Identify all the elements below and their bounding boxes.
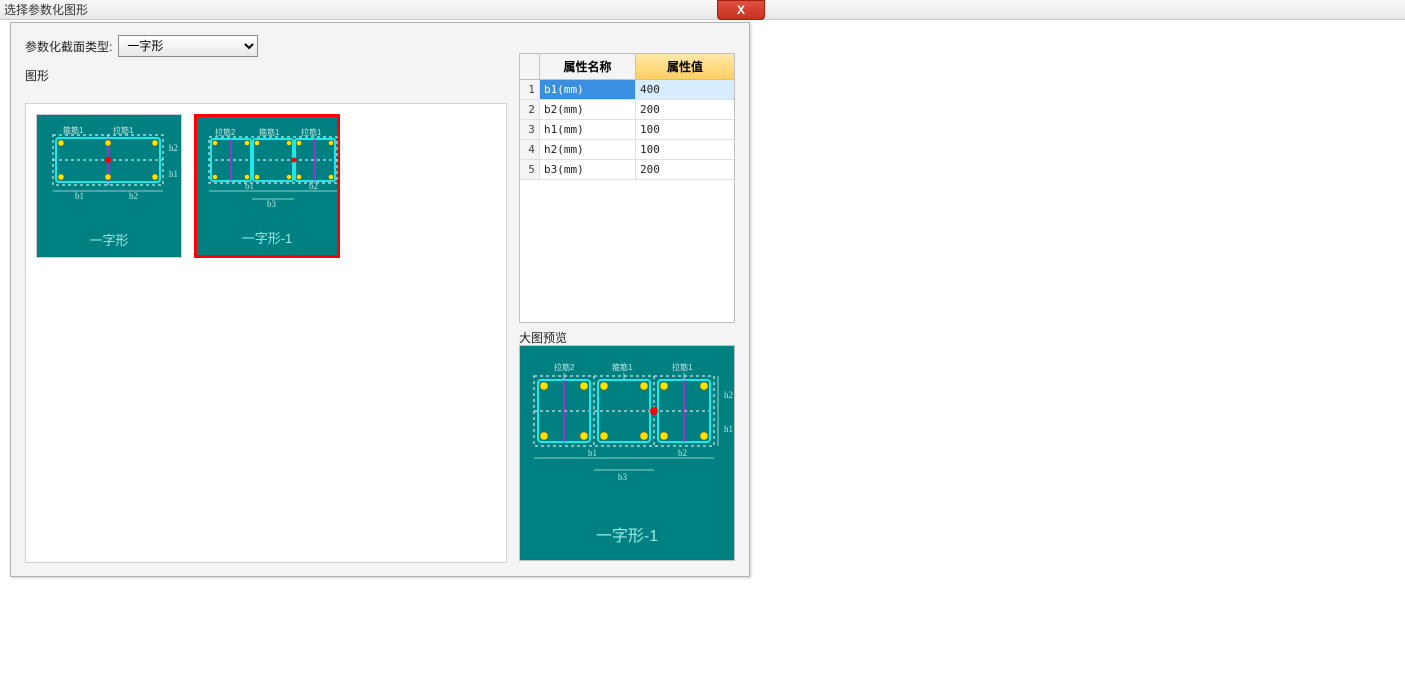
row-value[interactable]: 100	[636, 140, 734, 159]
preview-caption: 一字形-1	[520, 522, 734, 546]
header-value: 属性值	[636, 54, 734, 79]
svg-text:h1: h1	[341, 167, 343, 177]
shape-thumb-0[interactable]: 箍筋1 拉筋1 h2 h1 b1 b2 一字形	[36, 114, 182, 258]
svg-text:b3: b3	[618, 472, 628, 482]
dialog: 参数化截面类型: 一字形 图形 箍筋1 拉筋1 h2	[10, 22, 750, 577]
shapes-panel: 箍筋1 拉筋1 h2 h1 b1 b2 一字形	[25, 103, 507, 563]
window-title: 选择参数化图形	[4, 1, 88, 18]
titlebar: 选择参数化图形 X	[0, 0, 1405, 20]
close-icon: X	[737, 3, 745, 17]
svg-text:b2: b2	[309, 181, 318, 191]
property-row[interactable]: 1 b1(mm) 400	[520, 80, 734, 100]
row-name: b2(mm)	[540, 100, 636, 119]
svg-text:拉筋2: 拉筋2	[554, 362, 575, 372]
property-row[interactable]: 3 h1(mm) 100	[520, 120, 734, 140]
svg-text:箍筋1: 箍筋1	[612, 362, 633, 372]
row-name: h1(mm)	[540, 120, 636, 139]
svg-text:h2: h2	[341, 143, 343, 153]
thumb-caption: 一字形-1	[197, 228, 337, 247]
preview-diagram: 拉筋2 箍筋1 拉筋1 h2 h1 b1 b2 b3	[520, 346, 736, 526]
thumb-caption: 一字形	[37, 230, 181, 249]
row-value[interactable]: 400	[636, 80, 734, 99]
row-name: b1(mm)	[540, 80, 636, 99]
properties-table: 属性名称 属性值 1 b1(mm) 400 2 b2(mm) 200 3 h1(…	[519, 53, 735, 323]
header-name: 属性名称	[540, 54, 636, 79]
svg-text:拉筋1: 拉筋1	[672, 362, 693, 372]
svg-text:b3: b3	[267, 199, 277, 209]
svg-text:h2: h2	[724, 390, 733, 400]
section-type-label: 参数化截面类型:	[25, 38, 112, 55]
row-value[interactable]: 200	[636, 100, 734, 119]
preview-label: 大图预览	[519, 329, 567, 346]
svg-text:拉筋2: 拉筋2	[215, 127, 236, 137]
svg-text:箍筋1: 箍筋1	[259, 127, 280, 137]
svg-text:h2: h2	[169, 143, 178, 153]
svg-text:h1: h1	[724, 424, 733, 434]
row-index: 3	[520, 120, 540, 139]
preview-panel: 拉筋2 箍筋1 拉筋1 h2 h1 b1 b2 b3 一字形-1	[519, 345, 735, 561]
row-name: b3(mm)	[540, 160, 636, 179]
properties-header: 属性名称 属性值	[520, 54, 734, 80]
property-row[interactable]: 2 b2(mm) 200	[520, 100, 734, 120]
row-value[interactable]: 100	[636, 120, 734, 139]
close-button[interactable]: X	[717, 0, 765, 20]
row-index: 4	[520, 140, 540, 159]
svg-text:b1: b1	[245, 181, 254, 191]
row-index: 2	[520, 100, 540, 119]
svg-text:拉筋1: 拉筋1	[301, 127, 322, 137]
svg-text:拉筋1: 拉筋1	[113, 125, 134, 135]
svg-text:h1: h1	[169, 169, 178, 179]
svg-text:b2: b2	[678, 448, 687, 458]
row-name: h2(mm)	[540, 140, 636, 159]
section-type-select[interactable]: 一字形	[118, 35, 258, 57]
row-index: 5	[520, 160, 540, 179]
property-row[interactable]: 4 h2(mm) 100	[520, 140, 734, 160]
svg-text:b1: b1	[75, 191, 84, 201]
property-row[interactable]: 5 b3(mm) 200	[520, 160, 734, 180]
svg-text:箍筋1: 箍筋1	[63, 125, 84, 135]
svg-text:b1: b1	[588, 448, 597, 458]
shape-thumb-1[interactable]: 拉筋2 箍筋1 拉筋1 h2 h1 b1 b2 b3 一字形-1	[194, 114, 340, 258]
row-value[interactable]: 200	[636, 160, 734, 179]
row-index: 1	[520, 80, 540, 99]
svg-text:b2: b2	[129, 191, 138, 201]
header-index	[520, 54, 540, 79]
